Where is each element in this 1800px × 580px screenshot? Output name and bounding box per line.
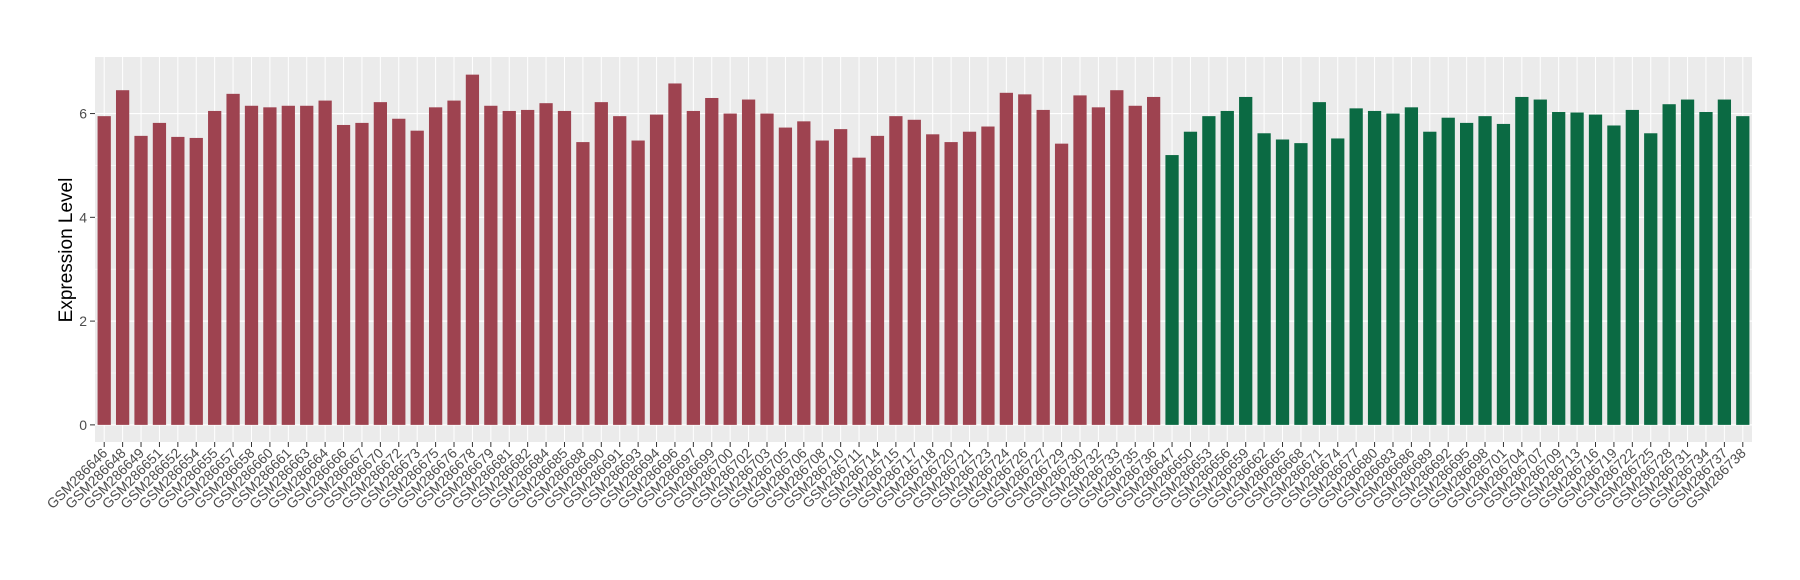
- bar: [1441, 117, 1455, 425]
- bar: [723, 113, 737, 425]
- bar: [502, 110, 516, 425]
- plot-panel: [95, 57, 1752, 442]
- bar: [1662, 104, 1676, 425]
- bar: [1699, 112, 1713, 425]
- bar: [613, 116, 627, 425]
- bar: [870, 135, 885, 425]
- bar: [97, 116, 111, 425]
- bar: [134, 135, 148, 425]
- bar: [1036, 109, 1050, 425]
- bar: [244, 105, 259, 425]
- bar: [999, 92, 1013, 425]
- bar: [465, 74, 480, 425]
- bar: [1294, 143, 1308, 425]
- bar: [1054, 143, 1069, 425]
- bar: [1349, 108, 1363, 425]
- bar: [815, 140, 829, 425]
- bar: [1257, 133, 1271, 425]
- bar: [962, 131, 977, 425]
- bar: [1404, 107, 1419, 425]
- bar: [152, 122, 167, 425]
- y-tick-label: 0: [79, 417, 87, 433]
- bar: [1091, 107, 1106, 425]
- bar: [1717, 99, 1732, 425]
- bar: [1110, 90, 1124, 425]
- bar: [1515, 96, 1529, 425]
- bar: [649, 114, 664, 425]
- bar: [1496, 123, 1511, 425]
- bar: [1570, 112, 1584, 425]
- bar: [907, 119, 921, 425]
- bar: [539, 103, 553, 425]
- bar: [1625, 109, 1639, 425]
- bar: [1680, 99, 1695, 425]
- y-axis-title: Expression Level: [56, 178, 77, 323]
- bar: [926, 134, 940, 425]
- bar: [1018, 94, 1032, 425]
- bar: [852, 157, 866, 425]
- bar: [686, 110, 700, 425]
- bar: [944, 142, 958, 425]
- bar: [208, 110, 222, 425]
- bar: [1588, 114, 1603, 425]
- bar: [1533, 99, 1547, 425]
- bar: [1644, 133, 1658, 425]
- bar: [115, 90, 130, 425]
- bar: [1275, 139, 1290, 425]
- bar: [741, 99, 756, 425]
- bar: [668, 83, 682, 425]
- bar: [1552, 112, 1566, 425]
- bar: [484, 105, 498, 425]
- bar: [1331, 138, 1345, 425]
- bar: [189, 137, 203, 425]
- bar: [1386, 113, 1400, 425]
- bar: [171, 136, 185, 425]
- bar: [1202, 116, 1216, 425]
- bar: [760, 113, 774, 425]
- y-tick-label: 4: [79, 209, 87, 225]
- bar: [1165, 155, 1179, 425]
- bar: [1073, 95, 1087, 425]
- y-tick-label: 6: [79, 106, 87, 122]
- bar: [1147, 96, 1161, 425]
- bar: [521, 109, 535, 425]
- bar: [300, 105, 314, 425]
- bar: [1239, 96, 1253, 425]
- bar: [355, 122, 369, 425]
- bar: [1607, 125, 1621, 425]
- y-tick-label: 2: [79, 313, 87, 329]
- bar: [263, 107, 277, 425]
- bar: [981, 126, 995, 425]
- bar: [1312, 102, 1326, 425]
- bar: [428, 107, 443, 425]
- bar: [1367, 110, 1382, 425]
- bar: [834, 129, 848, 425]
- bar: [336, 124, 351, 425]
- bar: [778, 127, 793, 425]
- bar: [1459, 122, 1474, 425]
- bar: [1128, 105, 1142, 425]
- bar: [226, 93, 240, 425]
- bar: [705, 97, 719, 425]
- bar: [1183, 131, 1198, 425]
- bar: [447, 100, 461, 425]
- bar: [889, 116, 903, 425]
- bar: [1478, 116, 1492, 425]
- bar: [373, 102, 388, 425]
- bar: [557, 110, 572, 425]
- bar: [797, 121, 811, 425]
- bar: [1220, 110, 1234, 425]
- bar: [410, 130, 424, 425]
- bar: [318, 100, 332, 425]
- bar: [1423, 131, 1437, 425]
- bar: [392, 118, 406, 425]
- bar: [631, 140, 645, 425]
- bar: [281, 105, 295, 425]
- bar: [576, 142, 590, 425]
- bar: [594, 102, 608, 425]
- bar: [1736, 116, 1750, 425]
